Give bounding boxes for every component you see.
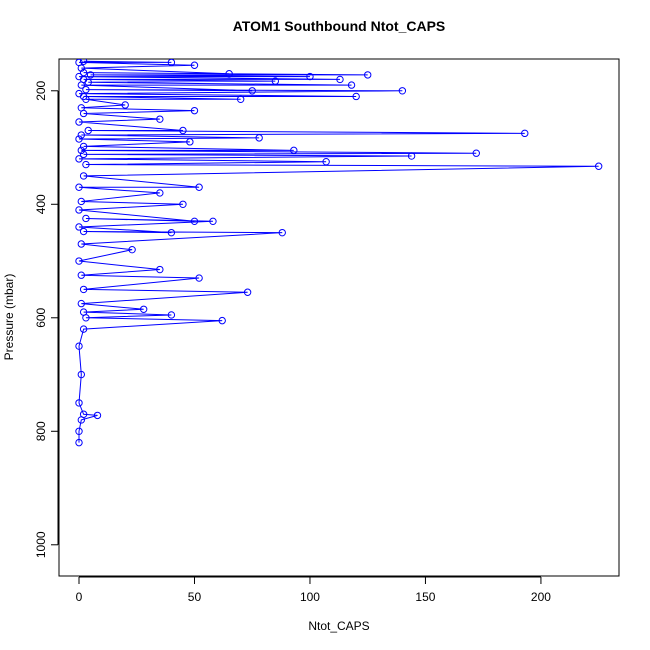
data-point (75, 399, 83, 407)
y-axis-label: Pressure (mbar) (2, 274, 16, 361)
data-point (75, 223, 83, 231)
data-point (179, 126, 187, 135)
data-point (75, 257, 83, 265)
data-point (75, 206, 83, 214)
data-point (75, 118, 83, 126)
data-point (594, 162, 603, 170)
data-point (77, 104, 86, 112)
data-point (190, 106, 199, 115)
x-tick-label: 0 (76, 590, 83, 604)
data-point (236, 95, 245, 103)
data-point (75, 438, 83, 447)
y-tick-label: 200 (34, 80, 48, 100)
data-point (77, 131, 86, 139)
data-point (278, 228, 286, 237)
data-point (190, 61, 199, 69)
data-point (139, 305, 148, 313)
data-point (209, 217, 217, 226)
data-point (79, 68, 88, 77)
data-point (79, 172, 88, 180)
x-tick-label: 50 (188, 590, 202, 604)
data-point (79, 150, 88, 159)
data-layer (75, 59, 603, 447)
y-tick-label: 600 (34, 307, 48, 327)
data-point (190, 217, 199, 226)
data-point (398, 87, 407, 95)
data-point (472, 149, 480, 157)
data-point (77, 146, 86, 155)
data-point (75, 89, 83, 98)
y-tick-label: 400 (34, 194, 48, 214)
data-point (407, 152, 416, 160)
chart-title: ATOM1 Southbound Ntot_CAPS (233, 18, 446, 34)
data-point (86, 71, 95, 79)
data-point (79, 410, 88, 418)
data-point (336, 75, 344, 84)
data-point (79, 227, 88, 236)
data-point (179, 200, 187, 208)
data-line (78, 60, 599, 443)
data-point (195, 274, 203, 282)
data-point (77, 299, 86, 308)
data-point (243, 288, 252, 296)
data-point (255, 134, 263, 142)
data-point (195, 183, 203, 191)
data-point (77, 240, 86, 248)
data-point (79, 285, 88, 294)
data-point (156, 265, 164, 274)
data-point (167, 59, 176, 67)
data-point (364, 71, 372, 79)
data-point (79, 59, 88, 65)
y-tick-label: 800 (34, 421, 48, 441)
data-point (225, 70, 233, 78)
data-point (79, 325, 88, 333)
plot-frame (58, 58, 620, 577)
data-point (167, 311, 176, 319)
data-point (352, 92, 360, 101)
data-point (79, 142, 88, 151)
data-point (75, 183, 83, 191)
data-point (186, 138, 194, 146)
data-point (75, 135, 83, 143)
data-point (93, 411, 102, 420)
data-point (347, 81, 356, 89)
data-point (521, 129, 529, 138)
x-tick-label: 100 (300, 590, 320, 604)
data-point (82, 214, 90, 223)
data-point (82, 160, 90, 169)
data-point (77, 271, 86, 279)
data-point (82, 85, 90, 94)
data-point (248, 87, 256, 95)
data-point (290, 146, 298, 155)
data-point (121, 101, 129, 109)
data-point (75, 427, 83, 435)
data-point (128, 245, 136, 254)
y-tick-label: 1000 (34, 531, 48, 558)
x-axis-label: Ntot_CAPS (308, 619, 369, 633)
data-point (75, 342, 83, 350)
data-point (84, 126, 92, 135)
data-point (77, 197, 86, 206)
x-tick-label: 150 (415, 590, 435, 604)
data-point (306, 72, 314, 81)
data-point (156, 115, 164, 123)
data-point (218, 316, 226, 325)
x-tick-label: 200 (531, 590, 551, 604)
data-point (77, 370, 86, 379)
data-point (167, 228, 176, 237)
data-point (75, 59, 83, 67)
data-point (156, 189, 164, 197)
data-point (75, 72, 83, 81)
data-point (322, 158, 330, 166)
data-point (75, 155, 83, 163)
data-point (79, 308, 88, 316)
data-point (271, 77, 280, 85)
